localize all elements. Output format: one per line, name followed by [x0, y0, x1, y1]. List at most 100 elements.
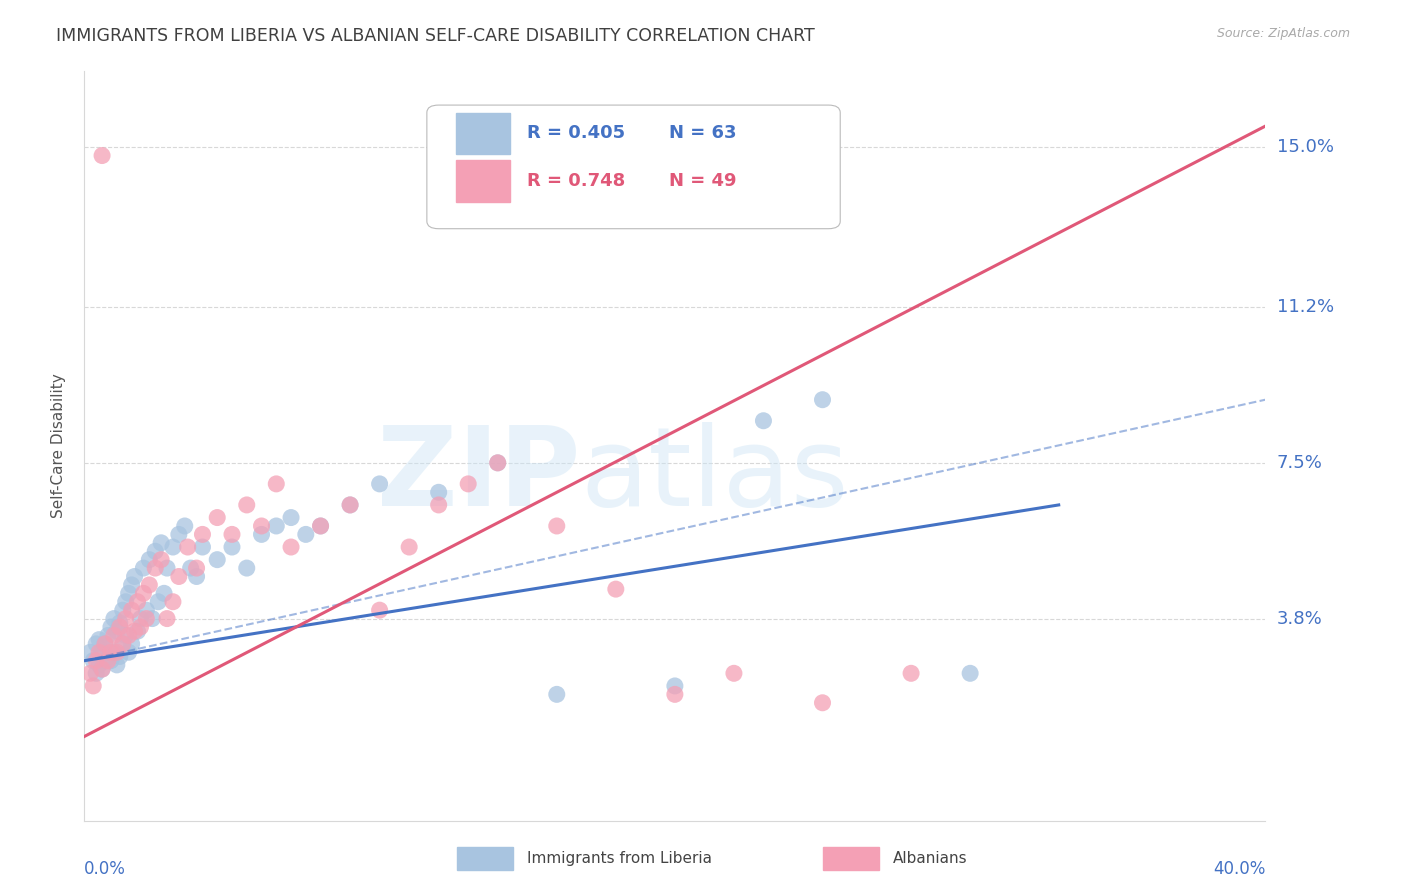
Point	[97, 654, 120, 668]
Point	[427, 498, 450, 512]
Point	[108, 649, 131, 664]
Point	[167, 569, 190, 583]
Point	[368, 476, 391, 491]
Point	[79, 645, 101, 659]
Point	[111, 637, 134, 651]
Bar	[457, 847, 513, 870]
Point	[180, 561, 202, 575]
Point	[118, 645, 141, 659]
Point	[177, 540, 200, 554]
Point	[156, 561, 179, 575]
Point	[121, 603, 143, 617]
Point	[398, 540, 420, 554]
Point	[162, 540, 184, 554]
Point	[124, 569, 146, 583]
Point	[207, 552, 229, 566]
Point	[191, 527, 214, 541]
Point	[186, 569, 208, 583]
Point	[486, 456, 509, 470]
Point	[114, 628, 136, 642]
Point	[91, 645, 114, 659]
Point	[811, 696, 834, 710]
Point	[114, 595, 136, 609]
Point	[457, 476, 479, 491]
Point	[546, 687, 568, 701]
Point	[129, 620, 152, 634]
Point	[100, 645, 122, 659]
Point	[103, 628, 125, 642]
Point	[84, 654, 107, 668]
Point	[82, 654, 104, 668]
Point	[97, 645, 120, 659]
Point	[207, 510, 229, 524]
Point	[94, 637, 117, 651]
Point	[280, 510, 302, 524]
Text: N = 49: N = 49	[669, 172, 737, 190]
Point	[105, 645, 128, 659]
Point	[266, 519, 288, 533]
Point	[84, 666, 107, 681]
Point	[105, 657, 128, 672]
Point	[124, 624, 146, 639]
Point	[121, 637, 143, 651]
Point	[135, 611, 157, 625]
Point	[339, 498, 361, 512]
Point	[236, 561, 259, 575]
Point	[723, 666, 745, 681]
Point	[605, 582, 627, 596]
Point	[138, 578, 160, 592]
Point	[87, 632, 111, 647]
Point	[103, 611, 125, 625]
Text: R = 0.405: R = 0.405	[527, 124, 626, 142]
Point	[250, 519, 273, 533]
Text: 0.0%: 0.0%	[84, 860, 127, 878]
Point	[148, 595, 170, 609]
Point	[105, 624, 128, 639]
Point	[664, 679, 686, 693]
Point	[143, 561, 166, 575]
Point	[82, 679, 104, 693]
Point	[280, 540, 302, 554]
Point	[156, 611, 179, 625]
Point	[111, 603, 134, 617]
Point	[132, 561, 155, 575]
Point	[135, 603, 157, 617]
Y-axis label: Self-Care Disability: Self-Care Disability	[51, 374, 66, 518]
Point	[108, 615, 131, 630]
Text: Source: ZipAtlas.com: Source: ZipAtlas.com	[1216, 27, 1350, 40]
Bar	[823, 847, 879, 870]
Point	[129, 611, 152, 625]
Point	[153, 586, 176, 600]
Point	[91, 662, 114, 676]
Point	[91, 662, 114, 676]
Point	[162, 595, 184, 609]
Point	[309, 519, 332, 533]
Point	[486, 456, 509, 470]
Point	[87, 645, 111, 659]
Point	[339, 498, 361, 512]
Point	[127, 624, 149, 639]
Text: 11.2%: 11.2%	[1277, 298, 1334, 316]
Point	[138, 552, 160, 566]
Point	[118, 628, 141, 642]
Point	[186, 561, 208, 575]
Point	[309, 519, 332, 533]
Text: 3.8%: 3.8%	[1277, 609, 1322, 628]
Point	[87, 657, 111, 672]
Point	[132, 586, 155, 600]
Point	[546, 519, 568, 533]
Point	[100, 654, 122, 668]
Point	[368, 603, 391, 617]
Point	[100, 620, 122, 634]
Point	[127, 595, 149, 609]
Text: 40.0%: 40.0%	[1213, 860, 1265, 878]
Point	[103, 645, 125, 659]
Text: N = 63: N = 63	[669, 124, 737, 142]
Point	[143, 544, 166, 558]
Text: Albanians: Albanians	[893, 852, 967, 866]
Point	[150, 536, 173, 550]
Text: atlas: atlas	[581, 423, 849, 530]
Bar	[457, 112, 509, 153]
Point	[900, 666, 922, 681]
Text: 7.5%: 7.5%	[1277, 454, 1323, 472]
